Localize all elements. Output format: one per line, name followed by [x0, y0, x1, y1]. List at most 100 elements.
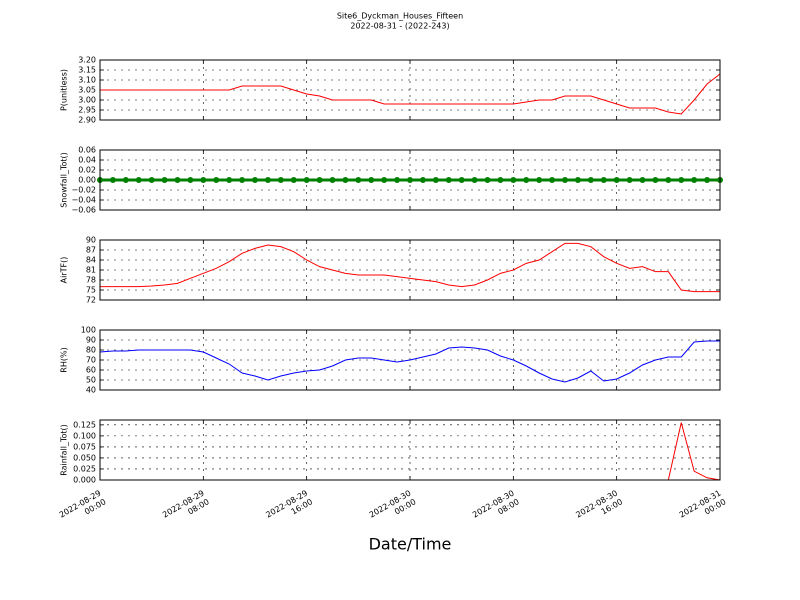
data-point — [200, 177, 207, 183]
data-point — [148, 177, 155, 183]
data-point — [587, 177, 594, 183]
data-point — [600, 177, 607, 183]
x-tick-label: 2022-08-2916:00 — [264, 488, 314, 528]
data-point — [226, 177, 233, 183]
y-tick-label: 2.90 — [78, 116, 96, 125]
y-tick-label: 90 — [86, 236, 96, 245]
y-tick-label: 0.06 — [78, 146, 96, 155]
y-tick-label: 80 — [86, 346, 96, 355]
y-tick-label: 0.04 — [78, 156, 96, 165]
data-point — [574, 177, 581, 183]
y-axis-label: RH(%) — [60, 347, 69, 372]
data-point — [303, 177, 310, 183]
data-point — [135, 177, 142, 183]
data-line — [100, 422, 721, 481]
y-tick-label: 40 — [86, 386, 96, 395]
data-point — [407, 177, 413, 183]
data-point — [355, 177, 362, 183]
y-tick-label: 3.15 — [78, 66, 96, 75]
data-point — [445, 177, 452, 183]
axes-frame — [99, 329, 721, 391]
x-tick-label: 2022-08-2908:00 — [161, 488, 211, 528]
y-tick-label: −0.02 — [71, 186, 96, 195]
data-point — [639, 177, 646, 183]
data-point — [419, 177, 426, 183]
y-tick-label: −0.06 — [71, 206, 96, 215]
data-point — [691, 177, 698, 183]
y-tick-label: 100 — [81, 326, 96, 335]
data-point — [187, 177, 194, 183]
y-axis-label: AirTF() — [60, 257, 69, 284]
y-tick-label: 0.000 — [73, 476, 96, 485]
data-point — [458, 177, 465, 183]
title: Site6_Dyckman_Houses_Fifteen — [337, 12, 463, 21]
y-tick-label: 75 — [86, 286, 96, 295]
data-point — [122, 177, 129, 183]
y-tick-label: 81 — [86, 266, 96, 275]
data-line — [100, 242, 720, 293]
x-tick-label: 2022-08-3016:00 — [574, 488, 624, 528]
x-tick-label: 2022-08-2900:00 — [57, 488, 107, 528]
data-point — [329, 177, 336, 183]
data-point — [471, 177, 478, 183]
y-axis-label: Snowfall_Tot() — [60, 152, 69, 208]
data-point — [613, 177, 620, 183]
y-tick-label: 50 — [86, 376, 96, 385]
x-tick-label: 2022-08-3100:00 — [677, 488, 727, 528]
y-tick-label: −0.04 — [71, 196, 96, 205]
y-tick-label: 0.050 — [73, 453, 96, 462]
y-tick-label: 87 — [86, 246, 96, 255]
data-point — [109, 177, 116, 183]
data-point — [432, 177, 439, 183]
data-point — [277, 177, 284, 183]
y-tick-label: 0.100 — [73, 431, 96, 440]
data-point — [510, 177, 517, 183]
y-tick-label: 90 — [86, 336, 96, 345]
data-point — [381, 177, 388, 183]
data-point — [536, 177, 543, 183]
data-point — [549, 177, 556, 183]
data-point — [562, 177, 568, 183]
data-line — [99, 340, 720, 383]
y-tick-label: 60 — [86, 366, 96, 375]
data-point — [290, 177, 297, 183]
y-tick-label: 2.95 — [78, 106, 96, 115]
data-point — [394, 177, 401, 183]
y-tick-label: 3.20 — [78, 56, 96, 65]
axes-frame — [99, 149, 721, 211]
y-axis-label: Rainfall_Tot() — [60, 424, 69, 476]
data-point — [652, 177, 659, 183]
data-point — [264, 177, 271, 183]
data-point — [174, 177, 181, 183]
data-point — [213, 177, 220, 183]
y-tick-label: 0.075 — [73, 442, 96, 451]
data-point — [161, 177, 168, 183]
data-point — [252, 177, 258, 183]
axes-frame — [99, 419, 721, 481]
x-tick-label: 2022-08-3000:00 — [367, 488, 417, 528]
data-point — [678, 177, 685, 183]
y-tick-label: 0.00 — [78, 176, 96, 185]
y-tick-label: 3.10 — [78, 76, 96, 85]
y-tick-label: 72 — [86, 296, 96, 305]
data-point — [523, 177, 530, 183]
data-point — [342, 177, 349, 183]
data-line — [100, 73, 721, 115]
y-tick-label: 0.025 — [73, 464, 96, 473]
axes-frame — [99, 59, 721, 121]
y-tick-label: 3.00 — [78, 96, 96, 105]
y-tick-label: 84 — [86, 256, 96, 265]
data-point — [665, 177, 672, 183]
axes-frame — [99, 239, 721, 301]
data-point — [484, 177, 491, 183]
y-axis-label: P(unitless) — [60, 69, 69, 111]
y-tick-label: 0.02 — [78, 166, 96, 175]
x-tick-label: 2022-08-3008:00 — [471, 488, 521, 528]
data-point — [497, 177, 504, 183]
y-tick-label: 78 — [86, 276, 96, 285]
y-tick-label: 70 — [86, 356, 96, 365]
data-point — [239, 177, 246, 183]
y-tick-label: 3.05 — [78, 86, 96, 95]
y-tick-label: 0.125 — [73, 420, 96, 429]
